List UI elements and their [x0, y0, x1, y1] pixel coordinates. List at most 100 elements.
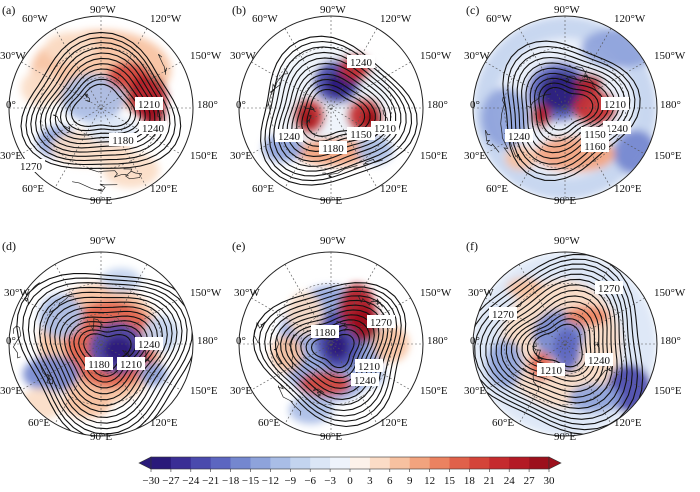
lon-label: 60°W — [22, 13, 48, 25]
contour-label: 1270 — [598, 283, 621, 295]
contour-label: 1240 — [278, 131, 301, 143]
contour-label: 1210 — [120, 359, 143, 371]
lon-label: 30°W — [230, 50, 256, 62]
colorbar-swatch — [250, 457, 271, 469]
map-boundary — [8, 251, 194, 437]
lon-label: 180° — [197, 99, 218, 111]
lon-label: 30°E — [0, 150, 22, 162]
contour-label: 1180 — [322, 143, 344, 155]
lon-label: 60°W — [252, 13, 278, 25]
contour-label-bg — [367, 315, 395, 328]
contour-label: 1180 — [112, 135, 134, 147]
anomaly-patch — [289, 396, 333, 424]
colorbar-swatch — [270, 457, 291, 469]
colorbar-tick-label: 6 — [387, 475, 393, 487]
colorbar-tick-label: 3 — [367, 475, 373, 487]
lon-label: 120°W — [150, 13, 182, 25]
colorbar-swatch — [190, 457, 211, 469]
lon-label: 90°E — [320, 195, 342, 207]
lon-label: 0° — [470, 335, 480, 347]
colorbar-tick-label: 12 — [424, 475, 435, 487]
lon-label: 0° — [236, 335, 246, 347]
panel-a: 1210 1240 1180 1270 (a) — [2, 3, 194, 201]
colorbar-swatch — [389, 457, 410, 469]
anomaly-patch — [581, 28, 657, 68]
contour-label: 1210 — [540, 365, 563, 377]
contour-label: 1150 — [350, 129, 372, 141]
contour-label-bg — [85, 357, 113, 370]
lon-label: 180° — [660, 99, 681, 111]
contour-label: 1240 — [138, 339, 161, 351]
lon-label: 180° — [427, 335, 448, 347]
height-contours — [16, 273, 193, 436]
contour-label: 1180 — [314, 327, 336, 339]
lon-label: 0° — [470, 99, 480, 111]
lon-label: 60°E — [28, 417, 50, 429]
colorbar-tick-label: 21 — [484, 475, 495, 487]
height-contours — [20, 31, 182, 169]
colorbar-tick-label: 9 — [407, 475, 413, 487]
colorbar-tick-label: −15 — [242, 475, 260, 487]
lon-label: 30°E — [464, 150, 486, 162]
contour-label-bg — [371, 121, 399, 134]
colorbar-tick-label: −12 — [262, 475, 279, 487]
lon-label: 180° — [660, 335, 681, 347]
lon-label: 90°E — [554, 431, 576, 443]
contour-label: 1240 — [508, 131, 531, 143]
lon-label: 30°E — [464, 385, 486, 397]
anomaly-patch — [575, 74, 603, 94]
lon-label: 150°E — [654, 150, 682, 162]
contour-label: 1210 — [358, 361, 381, 373]
lon-label: 180° — [197, 335, 218, 347]
lon-label: 120°W — [380, 13, 412, 25]
lon-label: 90°E — [90, 195, 112, 207]
colorbar-swatch — [230, 457, 251, 469]
colorbar-swatch — [210, 457, 231, 469]
lon-label: 60°E — [486, 183, 508, 195]
height-contours — [252, 282, 407, 428]
contour-label-bg — [347, 127, 375, 140]
contour-label-bg — [351, 373, 379, 386]
lon-label: 30°W — [468, 287, 494, 299]
colorbar-tick-label: −18 — [222, 475, 240, 487]
lon-label: 60°W — [486, 13, 512, 25]
lon-label: 90°W — [90, 235, 116, 247]
lon-label: 150°W — [190, 50, 222, 62]
contour-label: 1270 — [492, 309, 515, 321]
lon-label: 120°E — [380, 417, 408, 429]
panel-d: 1240 1180 1210 (d) — [2, 239, 194, 437]
lon-label: 90°W — [554, 4, 580, 16]
contour-label-bg — [347, 55, 375, 68]
anomaly-patch — [505, 146, 537, 170]
colorbar-swatch — [310, 457, 331, 469]
colorbar-swatch — [369, 457, 391, 469]
contour-label: 1240 — [142, 123, 165, 135]
colorbar-tick-label: −24 — [182, 475, 200, 487]
map-boundary — [8, 15, 194, 201]
colorbar-swatch — [350, 457, 371, 469]
contour-label-bg — [537, 363, 565, 376]
coastlines — [52, 53, 168, 192]
colorbar-tick-label: 15 — [444, 475, 456, 487]
contour-label-bg — [603, 121, 631, 134]
map-boundary — [238, 15, 424, 201]
anomaly-patch — [357, 136, 393, 164]
contour-label: 1270 — [370, 317, 393, 329]
lon-label: 120°E — [614, 417, 642, 429]
colorbar-arrow-high — [548, 456, 562, 470]
map-boundary — [472, 15, 658, 201]
contour-label: 1240 — [350, 57, 373, 69]
lon-label: 120°E — [150, 183, 178, 195]
lon-label: 90°E — [554, 195, 576, 207]
lon-label: 120°E — [380, 183, 408, 195]
lon-label: 90°E — [320, 431, 342, 443]
contour-label-bg — [135, 337, 163, 350]
colorbar-tick-label: −3 — [324, 475, 336, 487]
lon-label: 150°E — [654, 385, 682, 397]
colorbar-swatch — [409, 457, 430, 469]
colorbar-swatch — [330, 457, 351, 469]
contour-label-bg — [135, 97, 163, 110]
panels: 1210124011801270(a)12401210115012401180(… — [2, 3, 658, 437]
lon-label: 0° — [236, 99, 246, 111]
